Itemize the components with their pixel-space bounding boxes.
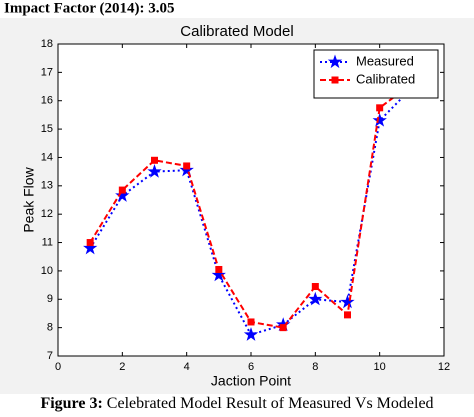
y-tick-label: 10 <box>41 265 53 277</box>
marker-star <box>211 267 226 282</box>
caption-text: Celebrated Model Result of Measured Vs M… <box>107 395 434 412</box>
x-tick-label: 4 <box>184 361 190 373</box>
chart-title: Calibrated Model <box>180 23 293 40</box>
legend-marker <box>331 76 339 84</box>
y-tick-label: 7 <box>47 350 53 362</box>
x-tick-label: 10 <box>374 361 386 373</box>
caption: Figure 3: Celebrated Model Result of Mea… <box>40 395 433 412</box>
x-tick-label: 8 <box>312 361 318 373</box>
marker-square <box>344 311 351 319</box>
x-tick-label: 12 <box>438 361 450 373</box>
marker-square <box>151 156 158 164</box>
marker-square <box>376 104 384 112</box>
x-tick-label: 0 <box>55 361 61 373</box>
header-title: Impact Factor (2014): 3.05 <box>4 0 175 16</box>
marker-square <box>118 186 126 194</box>
y-tick-label: 8 <box>47 322 53 334</box>
y-tick-label: 11 <box>42 236 53 248</box>
x-tick-label: 2 <box>119 361 125 373</box>
caption-label: Figure 3: <box>40 395 102 412</box>
y-tick-label: 9 <box>47 293 53 305</box>
marker-star <box>83 240 98 255</box>
y-tick-label: 18 <box>41 38 53 50</box>
marker-star <box>147 164 162 178</box>
y-tick-label: 15 <box>41 123 53 135</box>
marker-square <box>247 318 255 326</box>
legend-label: Measured <box>356 53 414 68</box>
marker-square <box>215 265 223 273</box>
legend-label: Calibrated <box>356 71 415 86</box>
y-tick-label: 12 <box>41 208 53 220</box>
marker-star <box>340 294 355 309</box>
marker-star <box>115 188 130 202</box>
marker-star <box>372 113 387 127</box>
y-axis-label: Peak Flow <box>21 166 37 232</box>
y-tick-label: 13 <box>41 180 53 192</box>
x-tick-label: 6 <box>248 361 254 373</box>
marker-star <box>243 327 259 341</box>
marker-star <box>308 291 323 306</box>
marker-square <box>279 324 287 332</box>
x-axis-label: Jaction Point <box>211 373 291 389</box>
legend-marker <box>327 54 343 69</box>
marker-square <box>311 283 319 291</box>
y-tick-label: 16 <box>41 95 53 107</box>
marker-star <box>179 162 194 177</box>
marker-square <box>86 239 94 247</box>
y-tick-label: 17 <box>41 66 53 78</box>
y-tick-label: 14 <box>41 151 53 163</box>
marker-square <box>183 162 191 170</box>
